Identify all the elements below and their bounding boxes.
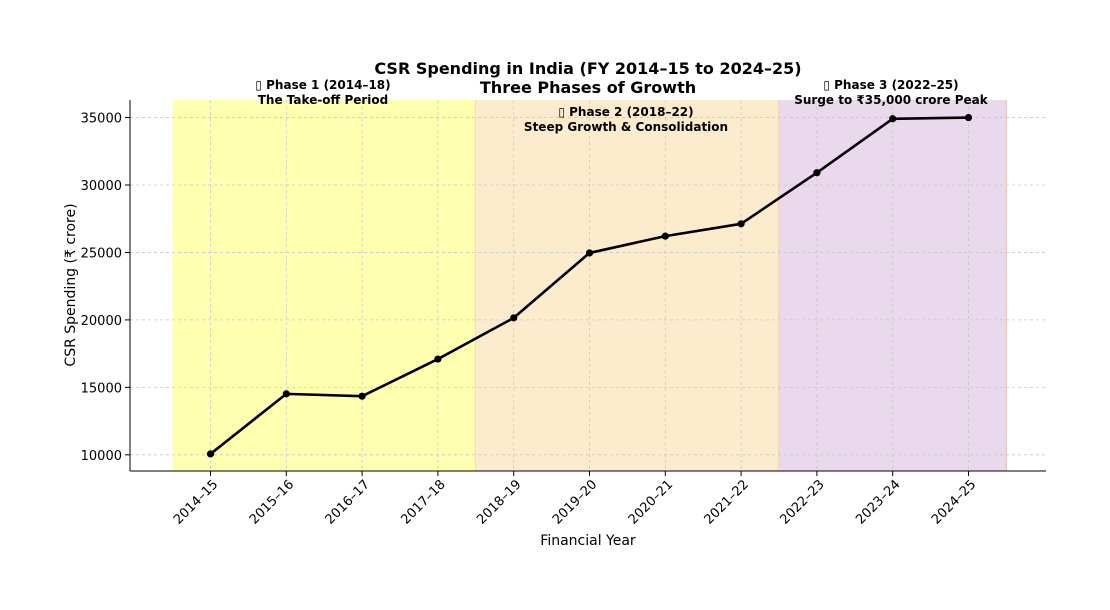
x-tick-label: 2017–18 [398,477,448,527]
phase-2-label: ▯ Phase 2 (2018–22) [558,105,693,119]
x-tick-label: 2018–19 [474,477,524,527]
data-point-2023–24 [889,115,897,123]
x-tick-label: 2024–25 [929,477,979,527]
y-tick-label: 20000 [81,314,122,329]
phase-2-sublabel: Steep Growth & Consolidation [524,120,728,134]
x-tick-label: 2021–22 [702,477,752,527]
phase-1-label: ▯ Phase 1 (2014–18) [255,78,390,92]
y-tick-label: 15000 [81,381,122,396]
data-point-2016–17 [358,392,366,400]
phase-1-sublabel: The Take-off Period [258,93,389,107]
x-tick-label: 2023–24 [853,477,903,527]
x-tick-label: 2019–20 [550,477,600,527]
y-tick-label: 10000 [81,449,122,464]
y-tick-label: 30000 [81,179,122,194]
phase-3-label: ▯ Phase 3 (2022–25) [823,78,958,92]
x-axis-ticks: 2014–15 2015–16 2016–17 2017–18 2018–19 2019–… [171,471,979,528]
chart-subtitle: Three Phases of Growth [480,78,696,97]
data-point-2017–18 [434,355,442,363]
data-point-2019–20 [585,249,594,257]
data-point-2018–19 [510,314,518,322]
x-tick-label: 2022–23 [777,477,827,527]
data-series [206,113,973,458]
data-point-2014–15 [206,450,215,458]
data-point-2015–16 [282,390,290,398]
x-tick-label: 2020–21 [626,477,676,527]
y-axis-ticks: 10000 15000 20000 25000 30000 35000 [81,112,130,464]
phase-1-band [172,100,476,471]
grid-lines [130,100,1046,471]
x-tick-label: 2014–15 [171,477,221,527]
phase-2-band [475,100,779,471]
data-point-2020–21 [661,232,669,240]
y-axis-label: CSR Spending (₹ crore) [63,203,79,366]
data-point-2022–23 [813,169,821,177]
y-tick-label: 25000 [81,246,122,261]
data-point-2021–22 [737,220,745,228]
y-tick-label: 35000 [81,112,122,127]
x-axis-label: Financial Year [540,533,636,549]
x-tick-label: 2015–16 [247,477,297,527]
chart-title: CSR Spending in India (FY 2014–15 to 202… [374,59,801,78]
x-tick-label: 2016–17 [323,477,373,527]
data-point-2024–25 [964,113,973,122]
phase-3-sublabel: Surge to ₹35,000 crore Peak [794,93,989,107]
